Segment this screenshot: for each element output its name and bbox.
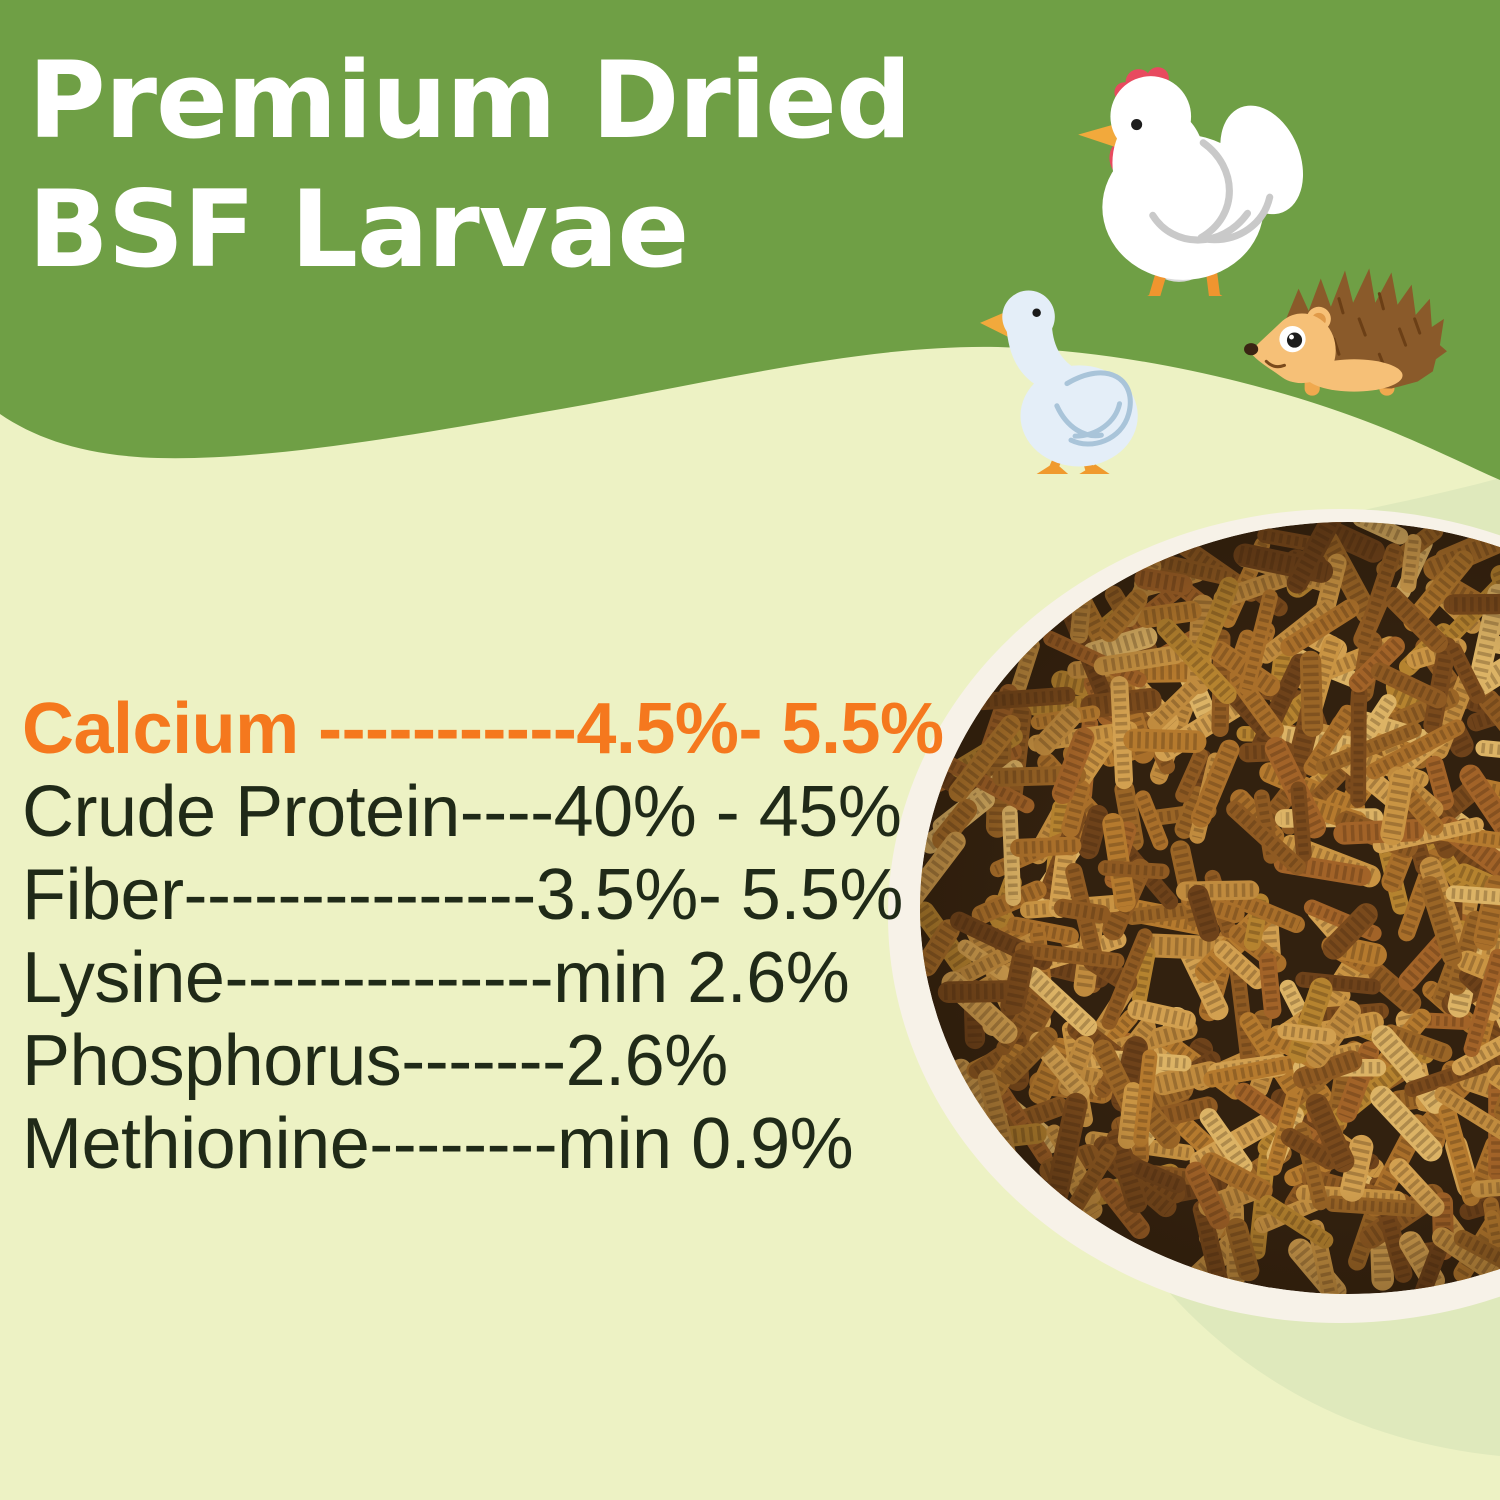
nutrient-name: Crude Protein	[22, 772, 460, 852]
dash-leader: ---------------	[183, 855, 537, 935]
nutrition-row: Methionine--------min 0.9%	[22, 1103, 944, 1186]
title-line-1: Premium Dried	[28, 39, 912, 162]
nutrient-value: 40% - 45%	[553, 772, 902, 852]
nutrition-row: Phosphorus-------2.6%	[22, 1020, 944, 1103]
nutrient-name: Calcium	[22, 689, 299, 769]
nutrient-value: 3.5%- 5.5%	[535, 855, 904, 935]
dash-leader: -----------	[298, 689, 577, 769]
duck-icon	[980, 290, 1138, 474]
dash-leader: --------	[369, 1104, 558, 1184]
nutrient-name: Phosphorus	[22, 1021, 402, 1101]
nutrient-name: Methionine	[22, 1104, 370, 1184]
nutrient-value: min 0.9%	[557, 1104, 854, 1184]
title-line-2: BSF Larvae	[28, 168, 689, 292]
nutrient-value: 4.5%- 5.5%	[576, 689, 944, 769]
nutrient-name: Lysine	[22, 938, 225, 1018]
nutrient-name: Fiber	[22, 855, 184, 935]
chicken-icon	[1078, 67, 1304, 296]
nutrient-value: 2.6%	[565, 1021, 729, 1101]
nutrition-row: Crude Protein----40% - 45%	[22, 771, 944, 854]
dash-leader: -------	[401, 1021, 566, 1101]
dash-leader: ----	[459, 772, 554, 852]
hedgehog-icon	[1244, 268, 1447, 396]
page-title: Premium Dried BSF Larvae	[28, 36, 912, 295]
nutrition-list: Calcium -----------4.5%- 5.5% Crude Prot…	[22, 688, 944, 1186]
nutrient-value: min 2.6%	[553, 938, 850, 1018]
larvae-mass	[920, 522, 1500, 1294]
nutrition-row: Fiber---------------3.5%- 5.5%	[22, 854, 944, 937]
dash-leader: --------------	[224, 938, 554, 1018]
nutrition-row: Lysine--------------min 2.6%	[22, 937, 944, 1020]
nutrition-row: Calcium -----------4.5%- 5.5%	[22, 688, 944, 771]
